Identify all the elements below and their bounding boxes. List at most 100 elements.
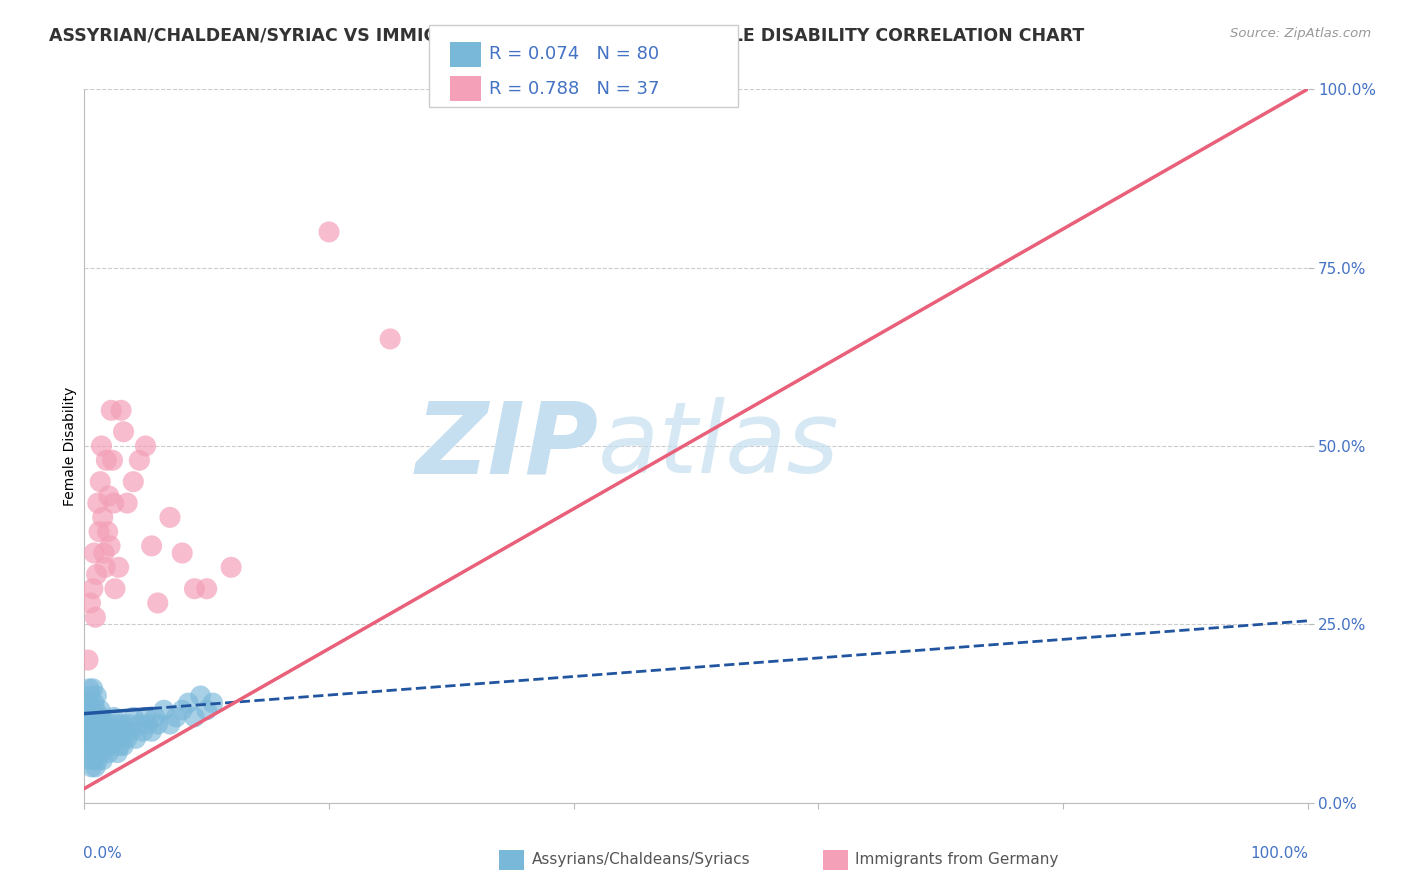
Point <box>115 496 138 510</box>
Point <box>86 746 108 760</box>
Point <box>190 689 212 703</box>
Point <box>77 653 100 667</box>
Point <box>177 696 200 710</box>
Point <box>87 724 110 739</box>
Point <box>77 681 100 696</box>
Point <box>110 403 132 417</box>
Point <box>98 539 121 553</box>
Text: ZIP: ZIP <box>415 398 598 494</box>
Point <box>77 739 100 753</box>
Point <box>83 731 105 746</box>
Point <box>128 453 150 467</box>
Point <box>153 703 176 717</box>
Point <box>96 453 118 467</box>
Point <box>82 746 104 760</box>
Point <box>172 703 194 717</box>
Point <box>132 724 155 739</box>
Point <box>97 739 120 753</box>
Point <box>117 717 139 731</box>
Point <box>93 739 115 753</box>
Point <box>97 717 120 731</box>
Point <box>183 710 205 724</box>
Point <box>135 439 157 453</box>
Point <box>94 560 117 574</box>
Point <box>94 731 117 746</box>
Point <box>79 596 101 610</box>
Point <box>105 717 128 731</box>
Point <box>122 710 145 724</box>
Point <box>97 489 120 503</box>
Point <box>89 703 111 717</box>
Text: Immigrants from Germany: Immigrants from Germany <box>855 853 1059 867</box>
Point <box>195 582 218 596</box>
Point <box>380 332 402 346</box>
Point <box>91 724 114 739</box>
Point <box>125 731 148 746</box>
Point <box>87 753 110 767</box>
Text: atlas: atlas <box>598 398 839 494</box>
Point <box>141 539 163 553</box>
Point <box>79 753 101 767</box>
Point <box>159 510 181 524</box>
Point <box>105 746 128 760</box>
Point <box>83 753 105 767</box>
Point <box>84 703 107 717</box>
Point <box>79 731 101 746</box>
Point <box>82 724 104 739</box>
Point <box>112 739 135 753</box>
Point <box>103 496 125 510</box>
Point <box>143 710 166 724</box>
Point <box>77 724 100 739</box>
Text: R = 0.074   N = 80: R = 0.074 N = 80 <box>489 45 659 63</box>
Point <box>219 560 242 574</box>
Point <box>91 753 114 767</box>
Text: R = 0.788   N = 37: R = 0.788 N = 37 <box>489 79 659 97</box>
Point <box>97 524 120 539</box>
Point <box>101 739 124 753</box>
Point <box>146 717 169 731</box>
Point <box>87 739 110 753</box>
Point <box>100 403 122 417</box>
Point <box>183 582 205 596</box>
Point <box>80 739 103 753</box>
Point <box>100 724 122 739</box>
Point <box>86 731 108 746</box>
Point <box>84 760 107 774</box>
Point <box>135 710 157 724</box>
Point <box>93 717 115 731</box>
Point <box>112 425 135 439</box>
Point <box>80 760 103 774</box>
Point <box>103 710 125 724</box>
Point <box>104 731 127 746</box>
Point <box>120 724 142 739</box>
Point <box>83 546 105 560</box>
Point <box>159 717 181 731</box>
Point <box>128 717 150 731</box>
Point <box>115 731 138 746</box>
Point <box>98 731 121 746</box>
Y-axis label: Female Disability: Female Disability <box>63 386 77 506</box>
Point <box>80 710 103 724</box>
Point <box>86 689 108 703</box>
Point <box>136 717 159 731</box>
Text: 0.0%: 0.0% <box>83 846 122 861</box>
Point <box>89 746 111 760</box>
Text: 100.0%: 100.0% <box>1251 846 1309 861</box>
Point <box>87 496 110 510</box>
Point <box>104 582 127 596</box>
Point <box>122 475 145 489</box>
Point <box>114 724 136 739</box>
Point <box>82 681 104 696</box>
Point <box>107 560 129 574</box>
Point <box>91 510 114 524</box>
Point <box>87 717 110 731</box>
Point <box>82 582 104 596</box>
Point <box>83 717 105 731</box>
Point <box>89 475 111 489</box>
Point <box>146 596 169 610</box>
Text: Assyrians/Chaldeans/Syriacs: Assyrians/Chaldeans/Syriacs <box>531 853 749 867</box>
Point <box>172 546 194 560</box>
Point <box>107 724 129 739</box>
Point <box>84 610 107 624</box>
Point <box>77 703 100 717</box>
